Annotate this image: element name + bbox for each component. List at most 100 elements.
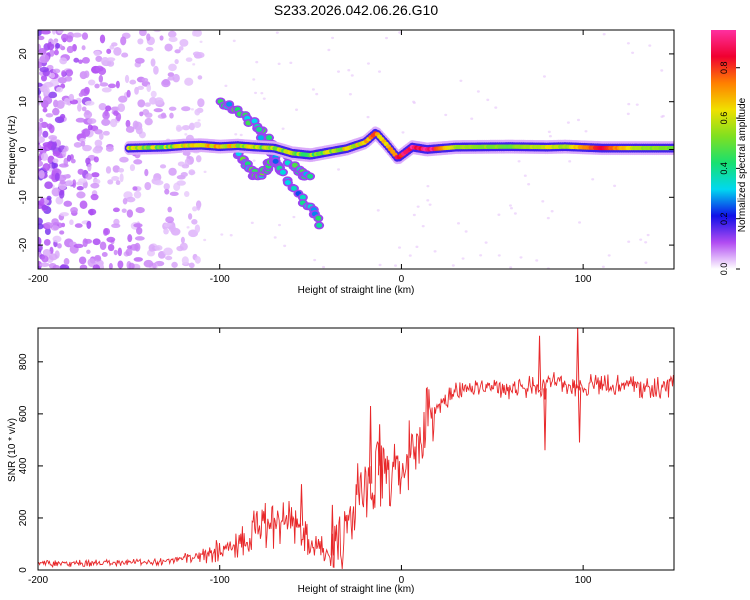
noise-speckle — [79, 264, 88, 269]
noise-speckle — [366, 62, 370, 65]
noise-speckle — [122, 197, 128, 205]
noise-speckle — [92, 264, 101, 269]
noise-speckle — [102, 130, 110, 136]
noise-speckle — [220, 233, 224, 236]
noise-speckle — [165, 216, 175, 224]
noise-speckle — [176, 126, 184, 131]
noise-speckle — [185, 57, 193, 62]
noise-speckle — [484, 241, 488, 244]
noise-speckle — [102, 111, 110, 120]
noise-speckle — [93, 256, 102, 262]
noise-speckle — [125, 119, 131, 128]
noise-speckle — [79, 200, 88, 209]
noise-speckle — [313, 258, 317, 262]
noise-speckle — [384, 36, 388, 40]
noise-speckle — [133, 159, 143, 165]
noise-speckle — [188, 262, 195, 269]
noise-speckle — [106, 57, 116, 62]
noise-speckle — [179, 38, 189, 47]
noise-speckle — [40, 152, 49, 161]
noise-speckle — [167, 72, 175, 78]
noise-speckle — [85, 173, 93, 180]
branch-blob — [257, 135, 264, 141]
noise-speckle — [41, 255, 49, 263]
noise-speckle — [74, 223, 83, 228]
noise-speckle — [644, 241, 648, 244]
noise-speckle — [192, 63, 196, 66]
noise-speckle — [252, 159, 256, 162]
noise-speckle — [191, 219, 198, 225]
noise-speckle — [144, 117, 153, 126]
noise-speckle — [607, 254, 611, 257]
noise-speckle — [168, 63, 177, 72]
noise-speckle — [54, 172, 60, 182]
noise-speckle — [184, 158, 191, 167]
noise-speckle — [148, 244, 156, 252]
noise-speckle — [113, 46, 122, 56]
noise-speckle — [38, 223, 44, 230]
noise-speckle — [277, 62, 281, 66]
noise-speckle — [660, 69, 664, 72]
noise-speckle — [59, 180, 66, 185]
noise-speckle — [115, 180, 121, 186]
noise-speckle — [78, 59, 83, 64]
noise-speckle — [126, 245, 133, 250]
snr-ylabel: SNR (10 * v/v) — [7, 418, 18, 482]
noise-speckle — [48, 91, 58, 99]
noise-speckle — [568, 160, 572, 163]
noise-speckle — [53, 49, 59, 56]
noise-speckle — [169, 191, 179, 197]
noise-speckle — [105, 146, 114, 152]
noise-speckle — [38, 144, 43, 152]
noise-speckle — [295, 108, 299, 111]
y-tick-label: -10 — [18, 190, 29, 205]
noise-speckle — [646, 233, 650, 237]
noise-speckle — [626, 42, 630, 45]
noise-speckle — [234, 133, 238, 136]
noise-speckle — [444, 113, 448, 117]
noise-speckle — [523, 174, 527, 177]
noise-speckle — [38, 169, 45, 179]
noise-speckle — [38, 243, 43, 252]
noise-speckle — [65, 69, 74, 77]
noise-speckle — [171, 261, 178, 268]
noise-speckle — [94, 139, 103, 148]
noise-speckle — [75, 181, 84, 186]
noise-speckle — [90, 182, 100, 189]
noise-speckle — [660, 115, 664, 118]
y-tick-label: 0 — [18, 146, 29, 152]
noise-speckle — [144, 112, 153, 118]
noise-speckle — [550, 210, 554, 213]
noise-speckle — [337, 168, 341, 171]
noise-speckle — [66, 154, 72, 162]
noise-speckle — [105, 166, 112, 174]
noise-speckle — [281, 127, 285, 130]
noise-speckle — [38, 82, 43, 88]
noise-speckle — [63, 200, 73, 207]
noise-speckle — [174, 49, 181, 54]
snr-spike — [330, 504, 335, 556]
noise-speckle — [542, 75, 546, 78]
noise-speckle — [77, 168, 84, 175]
noise-speckle — [58, 189, 65, 199]
noise-speckle — [254, 91, 258, 95]
noise-speckle — [41, 204, 49, 211]
noise-speckle — [187, 213, 193, 220]
noise-speckle — [143, 259, 154, 268]
noise-speckle — [42, 130, 49, 138]
noise-speckle — [398, 31, 402, 34]
noise-speckle — [188, 169, 196, 176]
y-tick-label: 0 — [18, 567, 29, 573]
noise-speckle — [56, 100, 65, 109]
branch-blob — [272, 158, 279, 164]
branch-blob — [307, 173, 314, 179]
noise-speckle — [578, 221, 582, 224]
noise-speckle — [146, 84, 152, 93]
noise-speckle — [126, 209, 134, 218]
noise-speckle — [81, 56, 90, 64]
branch-blob — [279, 169, 286, 175]
noise-speckle — [133, 190, 142, 199]
noise-speckle — [535, 259, 539, 262]
noise-speckle — [52, 68, 61, 74]
